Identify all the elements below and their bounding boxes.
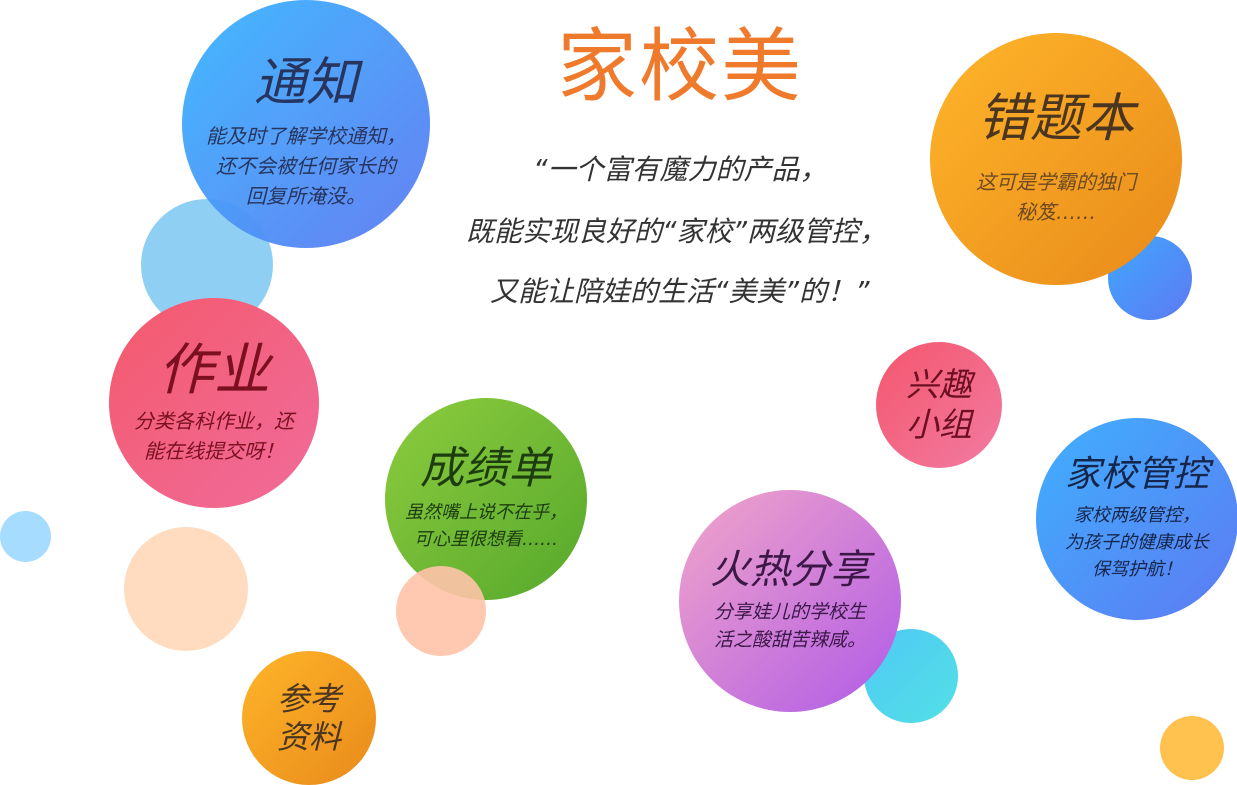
- feature-title-homework: 作业: [158, 338, 270, 404]
- feature-desc-mistakes: 这可是学霸的独门 秘笈……: [976, 169, 1136, 224]
- feature-desc-home-school-control: 家校两级管控， 为孩子的健康成长 保驾护航！: [1065, 505, 1209, 581]
- feature-title-home-school-control: 家校管控: [1064, 453, 1209, 495]
- feature-bubble-home-school-control[interactable]: 家校管控 家校两级管控， 为孩子的健康成长 保驾护航！: [1036, 418, 1237, 620]
- feature-desc-sharing: 分享娃儿的学校生 活之酸甜苦辣咸。: [713, 600, 866, 652]
- feature-bubble-sharing[interactable]: 火热分享 分享娃儿的学校生 活之酸甜苦辣咸。: [679, 490, 901, 712]
- feature-bubble-reference[interactable]: 参考 资料: [242, 651, 376, 785]
- feature-title-mistakes: 错题本: [977, 89, 1134, 150]
- feature-title-notice: 通知: [253, 53, 358, 114]
- feature-bubble-interest-group[interactable]: 兴趣 小组: [876, 342, 1002, 468]
- brand-title: 家校美: [557, 20, 803, 113]
- feature-bubble-notice[interactable]: 通知 能及时了解学校通知， 还不会被任何家长的 回复所淹没。: [182, 0, 430, 248]
- feature-bubble-mistakes[interactable]: 错题本 这可是学霸的独门 秘笈……: [930, 33, 1182, 285]
- decorative-bubble-peach-small: [396, 566, 486, 656]
- decorative-bubble-peach-large: [124, 527, 248, 651]
- slogan-line-3: 又能让陪娃的生活“美美”的！”: [490, 275, 870, 308]
- feature-bubble-grades[interactable]: 成绩单 虽然嘴上说不在乎， 可心里很想看……: [385, 398, 587, 600]
- feature-desc-notice: 能及时了解学校通知， 还不会被任何家长的 回复所淹没。: [206, 123, 406, 208]
- feature-bubble-homework[interactable]: 作业 分类各科作业，还 能在线提交呀！: [109, 298, 319, 508]
- feature-desc-homework: 分类各科作业，还 能在线提交呀！: [134, 408, 294, 463]
- feature-desc-grades: 虽然嘴上说不在乎， 可心里很想看……: [405, 502, 567, 551]
- slogan-line-1: “一个富有魔力的产品，: [533, 153, 828, 186]
- slogan-line-2: 既能实现良好的“家校”两级管控，: [466, 215, 888, 248]
- decorative-bubble-yellow: [1160, 716, 1224, 780]
- feature-title-grades: 成绩单: [420, 442, 552, 494]
- feature-title-reference: 参考 资料: [276, 679, 341, 756]
- decorative-bubble-tiny-lightblue: [0, 511, 51, 562]
- feature-title-interest-group: 兴趣 小组: [906, 365, 972, 444]
- feature-title-sharing: 火热分享: [710, 546, 870, 593]
